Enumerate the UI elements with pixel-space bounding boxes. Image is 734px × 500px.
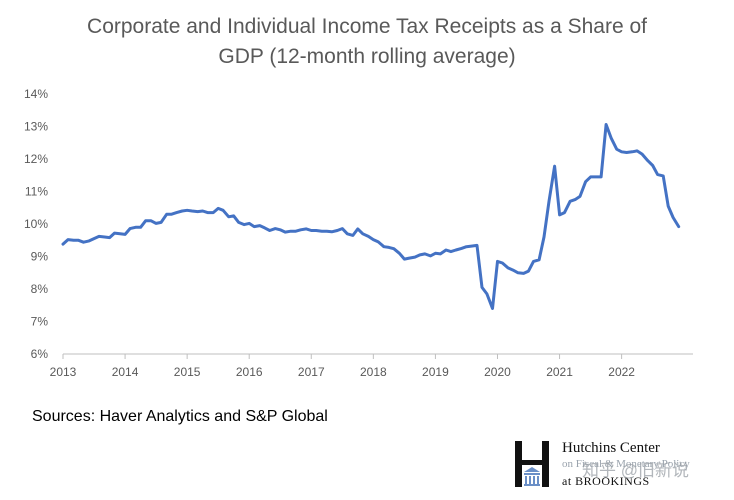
sources-note: Sources: Haver Analytics and S&P Global	[32, 408, 328, 425]
x-tick-label: 2022	[608, 365, 635, 379]
x-tick-label: 2021	[546, 365, 573, 379]
y-tick-label: 7%	[31, 315, 49, 329]
watermark: 知乎 @旧新说	[582, 461, 689, 480]
series-line-0	[61, 123, 681, 310]
logo-text-brookings: at BROOKINGS	[562, 474, 650, 488]
y-tick-label: 9%	[31, 250, 49, 264]
y-tick-label: 8%	[31, 282, 49, 296]
x-tick-label: 2013	[50, 365, 77, 379]
chart-title-line-2: GDP (12-month rolling average)	[218, 45, 516, 68]
x-tick-label: 2018	[360, 365, 387, 379]
y-tick-label: 12%	[24, 152, 48, 166]
logo-text-hutchins: Hutchins Center	[562, 440, 660, 456]
hutchins-brookings-logo: Hutchins Center on Fiscal & Monetary Pol…	[514, 438, 734, 498]
chart-title-line-1: Corporate and Individual Income Tax Rece…	[87, 15, 647, 38]
x-tick-label: 2020	[484, 365, 511, 379]
x-tick-label: 2017	[298, 365, 325, 379]
y-tick-label: 10%	[24, 217, 48, 231]
x-tick-label: 2019	[422, 365, 449, 379]
logo-text-policy: on Fiscal & Monetary Policy	[562, 458, 690, 470]
building-h-icon	[515, 441, 549, 487]
y-tick-label: 6%	[31, 347, 49, 361]
y-tick-label: 14%	[24, 87, 48, 101]
y-tick-label: 11%	[25, 185, 48, 199]
x-tick-label: 2016	[236, 365, 263, 379]
x-tick-label: 2014	[112, 365, 139, 379]
x-tick-label: 2015	[174, 365, 201, 379]
chart-title: Corporate and Individual Income Tax Rece…	[0, 12, 734, 72]
y-tick-label: 13%	[24, 120, 48, 134]
